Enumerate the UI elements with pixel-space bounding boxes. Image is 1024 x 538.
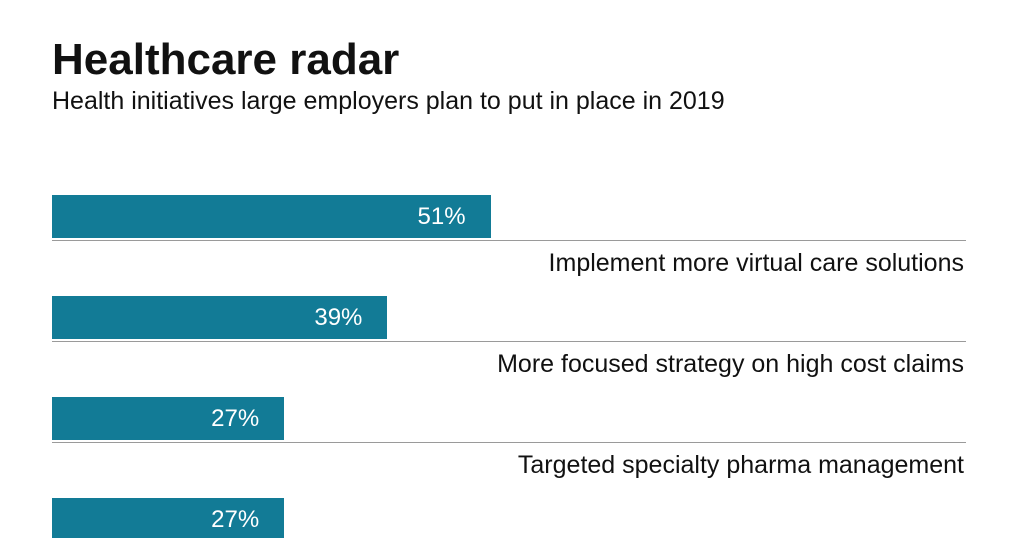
bar-1 (52, 195, 491, 238)
bar-2 (52, 296, 388, 339)
bar-value-label-4: 27% (211, 506, 260, 533)
bar-3 (52, 397, 285, 440)
category-label-2: More focused strategy on high cost claim… (497, 350, 964, 378)
chart-title: Healthcare radar (52, 35, 400, 84)
bar-value-label-1: 51% (417, 203, 466, 230)
bar-value-label-2: 39% (314, 304, 363, 331)
category-label-1: Implement more virtual care solutions (548, 249, 964, 277)
row-divider-1 (52, 240, 966, 241)
row-divider-3 (52, 442, 966, 443)
row-divider-2 (52, 341, 966, 342)
chart-subtitle: Health initiatives large employers plan … (52, 87, 725, 115)
bar-4 (52, 498, 285, 538)
bar-value-label-3: 27% (211, 405, 260, 432)
category-label-3: Targeted specialty pharma management (517, 451, 964, 479)
